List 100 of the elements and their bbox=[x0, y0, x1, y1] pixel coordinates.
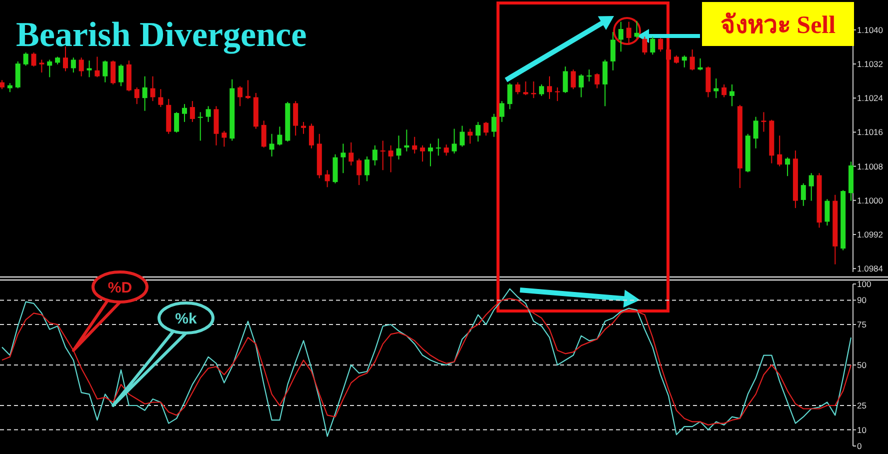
candlestick bbox=[491, 113, 496, 138]
candlestick bbox=[110, 60, 116, 85]
candlestick bbox=[546, 76, 552, 100]
candlestick bbox=[293, 100, 298, 136]
candlestick bbox=[484, 121, 489, 136]
candlestick bbox=[800, 182, 806, 206]
candlestick bbox=[404, 129, 410, 152]
candlestick bbox=[808, 172, 814, 202]
candlestick bbox=[714, 78, 719, 99]
y-tick-label: 0 bbox=[857, 440, 862, 451]
candlestick bbox=[206, 106, 211, 122]
candlestick bbox=[23, 52, 28, 66]
candlestick bbox=[729, 84, 734, 107]
candlestick bbox=[190, 100, 195, 122]
candlestick bbox=[539, 84, 544, 96]
candlestick bbox=[174, 112, 180, 134]
y-tick-label: 100 bbox=[857, 278, 872, 289]
y-tick-label: 50 bbox=[857, 360, 867, 370]
candlestick bbox=[372, 144, 378, 166]
candlestick bbox=[47, 59, 52, 78]
candlestick bbox=[94, 56, 100, 78]
candlestick bbox=[222, 130, 227, 148]
candlestick bbox=[31, 52, 36, 68]
candlestick bbox=[428, 143, 433, 167]
candlestick bbox=[507, 82, 512, 110]
candlestick bbox=[70, 57, 76, 73]
candlestick bbox=[570, 69, 576, 90]
candlestick bbox=[301, 121, 306, 134]
candlestick bbox=[753, 116, 758, 149]
y-tick-label: 1.1008 bbox=[857, 161, 884, 172]
candlestick bbox=[594, 72, 600, 89]
candlestick bbox=[198, 112, 203, 142]
candlestick bbox=[562, 66, 568, 94]
candlestick bbox=[777, 135, 782, 167]
candlestick bbox=[277, 126, 282, 146]
candlestick bbox=[348, 142, 354, 166]
y-tick-label: 1.0992 bbox=[857, 229, 884, 240]
candlestick bbox=[618, 21, 624, 52]
candlestick bbox=[62, 46, 68, 72]
candlestick bbox=[150, 76, 156, 102]
candlestick bbox=[650, 36, 656, 56]
candlestick bbox=[785, 156, 790, 177]
candlestick bbox=[444, 144, 449, 156]
y-tick-label: 1.0984 bbox=[857, 264, 884, 274]
candlestick bbox=[666, 47, 672, 62]
candlestick bbox=[468, 128, 473, 144]
chart-title: Bearish Divergence bbox=[16, 15, 307, 54]
candlestick bbox=[86, 60, 92, 78]
candlestick bbox=[658, 37, 664, 52]
candlestick bbox=[142, 76, 148, 112]
candlestick bbox=[15, 60, 20, 89]
candlestick bbox=[578, 74, 584, 98]
candlestick bbox=[380, 140, 386, 171]
candlestick bbox=[602, 59, 608, 107]
candlestick bbox=[324, 170, 330, 188]
candlestick bbox=[523, 80, 528, 96]
y-tick-label: 1.1040 bbox=[857, 24, 884, 35]
candlestick bbox=[634, 20, 640, 38]
candlestick bbox=[238, 86, 243, 107]
candlestick bbox=[364, 156, 370, 182]
candlestick bbox=[78, 57, 84, 77]
candlestick bbox=[682, 54, 687, 68]
candlestick bbox=[610, 32, 616, 71]
y-tick-label: 10 bbox=[857, 424, 867, 435]
y-tick-label: 1.1024 bbox=[857, 93, 884, 104]
candlestick bbox=[824, 198, 830, 226]
candlestick bbox=[698, 58, 703, 71]
candlestick bbox=[308, 123, 314, 149]
candlestick bbox=[340, 143, 346, 174]
annotation: จังหวะ Sell bbox=[720, 12, 836, 39]
text: %k bbox=[175, 310, 198, 328]
candlestick bbox=[388, 144, 394, 173]
candlestick bbox=[499, 100, 504, 122]
y-tick-label: 90 bbox=[857, 295, 867, 306]
y-tick-label: 1.1000 bbox=[857, 195, 884, 206]
candlestick bbox=[722, 84, 727, 98]
candlestick bbox=[261, 120, 266, 148]
y-tick-label: 1.1016 bbox=[857, 127, 884, 138]
candlestick bbox=[269, 133, 274, 157]
candlestick bbox=[436, 138, 441, 156]
candlestick bbox=[396, 135, 402, 160]
candlestick bbox=[102, 60, 108, 83]
candlestick bbox=[412, 136, 418, 154]
candlestick bbox=[452, 128, 457, 154]
candlestick bbox=[182, 104, 187, 122]
candlestick bbox=[420, 144, 426, 162]
y-tick-label: 75 bbox=[857, 319, 867, 330]
candlestick bbox=[39, 59, 44, 73]
y-tick-label: 25 bbox=[857, 400, 867, 410]
candlestick bbox=[586, 69, 592, 82]
candlestick bbox=[356, 158, 362, 186]
candlestick bbox=[158, 88, 164, 108]
candlestick bbox=[626, 21, 632, 46]
candlestick bbox=[476, 121, 481, 142]
candlestick bbox=[642, 36, 648, 56]
candlestick bbox=[515, 82, 520, 95]
candlestick bbox=[761, 112, 766, 132]
candlestick bbox=[460, 125, 465, 148]
candlestick bbox=[134, 86, 140, 105]
candlestick bbox=[245, 80, 250, 100]
